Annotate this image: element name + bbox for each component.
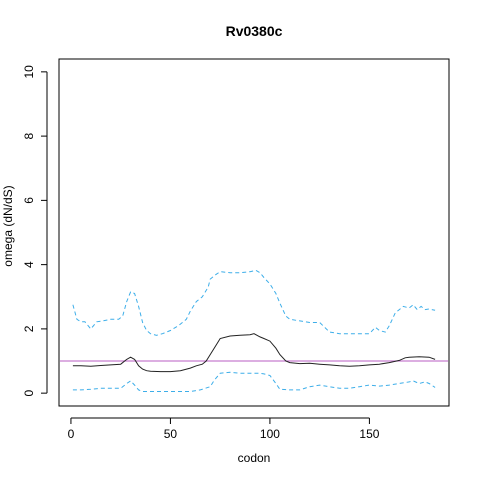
- y-tick-label: 0: [22, 389, 36, 396]
- x-axis-label: codon: [238, 451, 271, 465]
- series-group: [72, 269, 436, 392]
- x-axis: 0 50 100 150: [68, 417, 380, 441]
- y-axis-label: omega (dN/dS): [1, 185, 15, 266]
- x-tick-label: 100: [260, 427, 280, 441]
- y-tick-label: 4: [22, 261, 36, 268]
- x-tick-label: 0: [68, 427, 75, 441]
- x-tick-label: 150: [359, 427, 379, 441]
- y-tick-label: 10: [22, 65, 36, 79]
- series-line-1: [72, 269, 436, 336]
- chart-title: Rv0380c: [226, 23, 283, 39]
- series-line-3: [72, 371, 436, 392]
- y-tick-label: 6: [22, 197, 36, 204]
- series-line-2: [72, 333, 436, 373]
- plot-frame: [58, 58, 450, 407]
- y-tick-label: 8: [22, 132, 36, 139]
- y-tick-label: 2: [22, 325, 36, 332]
- y-axis: 0 2 4 6 8 10: [22, 65, 48, 396]
- x-tick-label: 50: [164, 427, 178, 441]
